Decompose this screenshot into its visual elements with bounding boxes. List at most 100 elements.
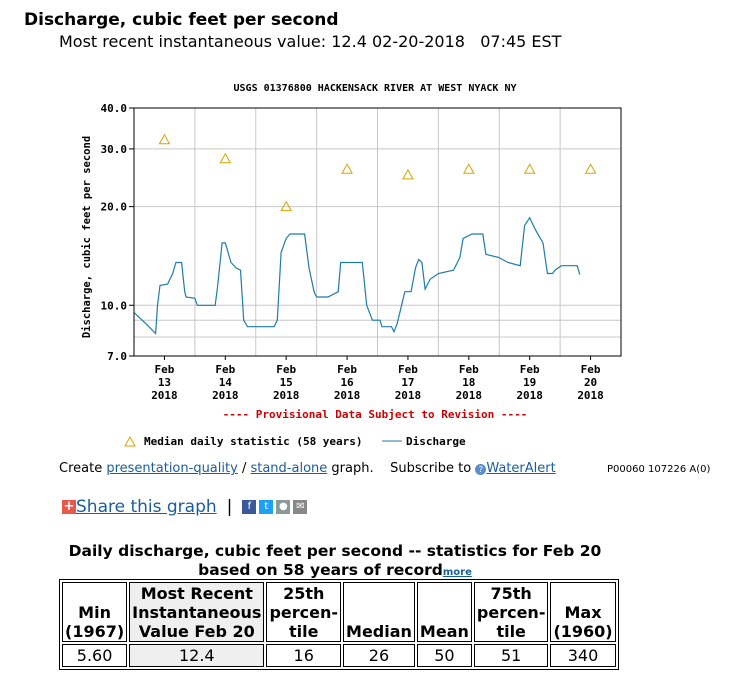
median-marker — [219, 152, 232, 164]
create-graph-line: Create presentation-quality / stand-alon… — [59, 461, 556, 476]
recent-time: 07:45 EST — [480, 32, 562, 51]
recent-value: 12.4 — [331, 32, 367, 51]
twitter-icon[interactable]: t — [259, 500, 274, 514]
reddit-icon[interactable]: ● — [276, 500, 291, 514]
help-icon[interactable]: ? — [475, 464, 487, 475]
header-text: tile — [289, 622, 319, 641]
parameter-code: P00060 107226 A(0) — [607, 464, 711, 475]
x-tick-label: 19 — [523, 376, 536, 389]
stats-value-cell: 51 — [473, 644, 549, 667]
stats-header-cell: Mean — [416, 582, 472, 642]
x-tick-label: 2018 — [516, 389, 543, 402]
provisional-note: ---- Provisional Data Subject to Revisio… — [223, 408, 528, 421]
header-text: Most Recent — [140, 584, 253, 603]
header-text: Value Feb 20 — [138, 622, 255, 641]
header-text: Max — [564, 603, 602, 622]
stats-header-row: Min (1967) Most Recent Instantaneous Value F… — [62, 582, 616, 642]
stats-value-cell: 340 — [550, 644, 616, 667]
median-marker — [158, 133, 171, 145]
share-link[interactable]: Share this graph — [76, 497, 217, 517]
x-tick-label: 18 — [462, 376, 475, 389]
y-tick-label: 20.0 — [101, 201, 128, 214]
x-tick-label: Feb — [398, 363, 418, 376]
stand-alone-link[interactable]: stand-alone — [250, 461, 328, 476]
legend: Median daily statistic (58 years) Discha… — [124, 435, 466, 448]
header-text: 25th — [283, 584, 325, 603]
more-link[interactable]: more — [442, 567, 472, 578]
stats-table: Min (1967) Most Recent Instantaneous Value F… — [59, 579, 619, 670]
stats-value-cell: 26 — [343, 644, 415, 667]
x-tick-label: 2018 — [577, 389, 604, 402]
x-tick-label: 2018 — [273, 389, 300, 402]
presentation-quality-link[interactable]: presentation-quality — [106, 461, 238, 476]
recent-label: Most recent instantaneous value: — [59, 32, 327, 51]
y-tick-label: 7.0 — [107, 350, 127, 363]
x-tick-label: 2018 — [395, 389, 422, 402]
x-tick-label: Feb — [215, 363, 235, 376]
stats-header-cell: 25th percen-tile — [266, 582, 342, 642]
stats-value-cell: 16 — [266, 644, 342, 667]
x-tick-label: 2018 — [334, 389, 361, 402]
x-tick-label: Feb — [581, 363, 601, 376]
header-text: tile — [496, 622, 526, 641]
x-tick-label: 20 — [584, 376, 597, 389]
stats-title: Daily discharge, cubic feet per second -… — [0, 542, 670, 582]
header-text: Mean — [419, 622, 469, 641]
x-tick-label: 17 — [401, 376, 414, 389]
y-tick-label: 30.0 — [101, 143, 128, 156]
median-marker — [462, 163, 475, 174]
stats-value-row: 5.60 12.4 16 26 50 51 340 — [62, 644, 616, 667]
separator: | — [226, 497, 233, 517]
plot-frame — [133, 107, 622, 357]
median-marker — [523, 163, 536, 174]
y-axis-label: Discharge, cubic feet per second — [81, 136, 93, 338]
x-tick-label: 13 — [158, 376, 171, 389]
legend-median: Median daily statistic (58 years) — [144, 435, 363, 448]
chart-title: USGS 01376800 HACKENSACK RIVER AT WEST N… — [234, 83, 517, 94]
median-marker — [280, 200, 293, 212]
recent-value-line: Most recent instantaneous value: 12.4 02… — [59, 32, 561, 51]
share-bar: + Share this graph | f t ● ✉ — [62, 497, 310, 517]
stats-header-cell: Max (1960) — [550, 582, 616, 642]
discharge-chart: USGS 01376800 HACKENSACK RIVER AT WEST N… — [81, 83, 622, 448]
slash: / — [241, 461, 247, 476]
y-tick-label: 40.0 — [101, 102, 128, 115]
stats-header-cell: Median — [343, 582, 415, 642]
stats-header-cell: Most Recent Instantaneous Value Feb 20 — [129, 582, 265, 642]
x-tick-label: 16 — [340, 376, 354, 389]
x-tick-label: 15 — [280, 376, 293, 389]
x-tick-label: Feb — [155, 363, 175, 376]
plus-icon[interactable]: + — [62, 499, 76, 514]
page-title: Discharge, cubic feet per second — [24, 10, 339, 30]
facebook-icon[interactable]: f — [242, 500, 257, 514]
wateralert-link[interactable]: WaterAlert — [486, 461, 556, 476]
recent-date: 02-20-2018 — [371, 32, 465, 51]
stats-title-line: Daily discharge, cubic feet per second -… — [68, 542, 602, 560]
x-tick-label: 2018 — [456, 389, 483, 402]
header-text: percen- — [269, 603, 339, 622]
header-text: Median — [346, 622, 412, 641]
stats-header-cell: 75th percen-tile — [473, 582, 549, 642]
median-marker — [402, 168, 414, 180]
x-tick-label: Feb — [520, 363, 540, 376]
stats-value-cell: 12.4 — [129, 644, 265, 667]
y-tick-label: 10.0 — [101, 299, 128, 312]
x-tick-label: Feb — [276, 363, 296, 376]
stats-subtitle: based on 58 years of record — [198, 561, 443, 579]
stats-value-cell: 50 — [416, 644, 472, 667]
x-tick-label: 2018 — [212, 389, 239, 402]
legend-triangle-icon — [124, 435, 136, 447]
header-text: percen- — [476, 603, 546, 622]
stats-header-cell: Min (1967) — [62, 582, 128, 642]
discharge-line — [133, 216, 581, 335]
legend-discharge: Discharge — [406, 435, 466, 448]
email-icon[interactable]: ✉ — [293, 500, 308, 514]
x-tick-label: 14 — [219, 376, 233, 389]
median-marker — [584, 163, 597, 174]
stats-value-cell: 5.60 — [62, 644, 128, 667]
header-text: Min — [78, 603, 111, 622]
x-tick-label: 2018 — [151, 389, 178, 402]
graph-label: graph. — [331, 461, 374, 476]
create-label: Create — [59, 461, 103, 476]
header-text: Instantaneous — [132, 603, 262, 622]
